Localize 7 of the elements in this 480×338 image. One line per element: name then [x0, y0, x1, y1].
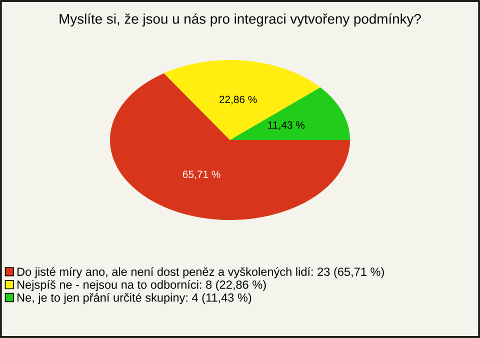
chart-title: Myslíte si, že jsou u nás pro integraci vytvořeny podmínky? — [60, 13, 421, 27]
legend-label: Ne, je to jen přání určité skupiny: 4 (11,43 %) — [17, 292, 252, 304]
data-label: 65,71 % — [182, 170, 220, 180]
legend-label: Nejspíš ne - nejsou na to odborníci: 8 (22,86 %) — [17, 280, 266, 292]
legend-label: Do jisté míry ano, ale není dost peněz a vyškolených lidí: 23 (65,71 %) — [17, 267, 384, 278]
data-label: 22,86 % — [219, 96, 257, 104]
data-label: 11,43 % — [268, 121, 305, 130]
